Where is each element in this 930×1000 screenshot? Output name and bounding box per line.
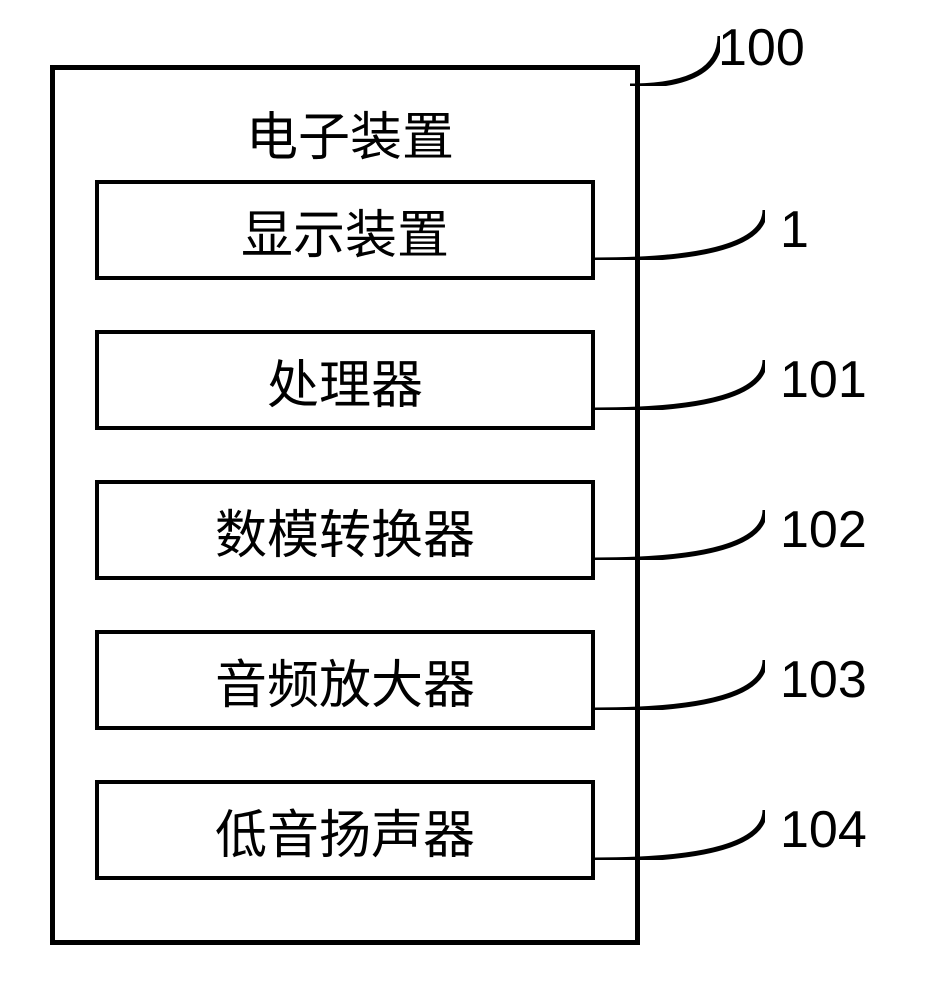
leader-line-processor (595, 360, 765, 410)
component-box-label: 音频放大器 (215, 643, 475, 718)
outer-title: 电子装置 (200, 95, 500, 170)
component-ref-label-102: 102 (780, 500, 867, 560)
component-box-label: 显示装置 (241, 193, 449, 268)
component-ref-label-104: 104 (780, 800, 867, 860)
component-box-label: 低音扬声器 (215, 793, 475, 868)
leader-line-audio-amplifier (595, 660, 765, 710)
component-box-woofer: 低音扬声器 (95, 780, 595, 880)
outer-label-100: 100 (718, 18, 805, 78)
component-box-audio-amplifier: 音频放大器 (95, 630, 595, 730)
component-box-label: 数模转换器 (215, 493, 475, 568)
component-ref-label-1: 1 (780, 200, 809, 260)
leader-line-display-device (595, 210, 765, 260)
component-box-processor: 处理器 (95, 330, 595, 430)
component-box-dac: 数模转换器 (95, 480, 595, 580)
component-ref-label-101: 101 (780, 350, 867, 410)
component-ref-label-103: 103 (780, 650, 867, 710)
leader-line-woofer (595, 810, 765, 860)
outer-bracket (630, 36, 720, 86)
component-box-label: 处理器 (267, 343, 423, 418)
leader-line-dac (595, 510, 765, 560)
component-box-display-device: 显示装置 (95, 180, 595, 280)
